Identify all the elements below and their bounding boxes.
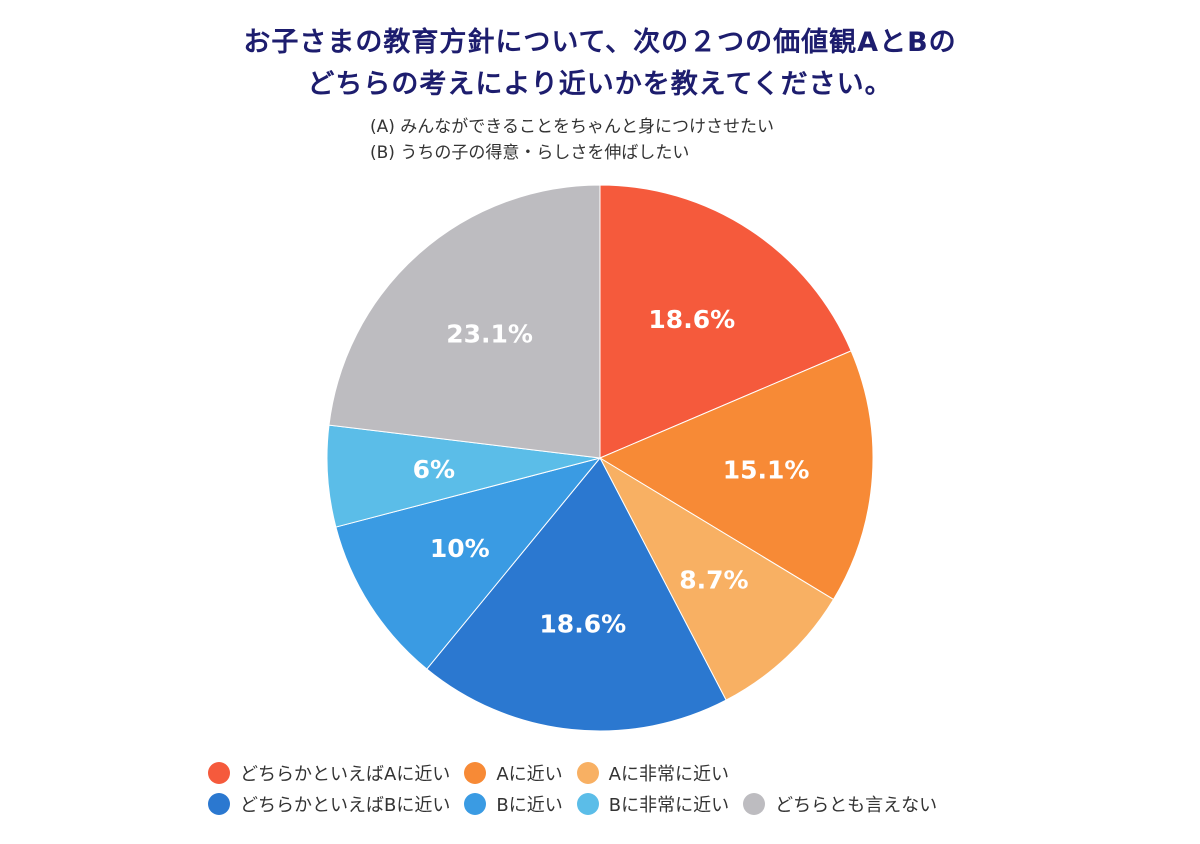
legend-swatch xyxy=(208,793,230,815)
pie-slice xyxy=(598,456,835,701)
data-label: 6% xyxy=(413,455,455,484)
data-label: 10% xyxy=(430,534,490,563)
legend-item: どちらとも言えない xyxy=(743,791,937,817)
legend-item: どちらかといえばBに近い xyxy=(208,791,450,817)
pie-slice xyxy=(598,350,874,601)
legend-swatch xyxy=(576,793,599,815)
pie-slice xyxy=(335,457,602,670)
legend-swatch xyxy=(743,793,766,815)
subtitle-b: (B) うちの子の得意・らしさを伸ばしたい xyxy=(370,143,690,163)
legend-label: Aに非常に近い xyxy=(608,764,729,785)
legend-swatch xyxy=(208,762,230,784)
data-label: 23.1% xyxy=(446,319,533,348)
legend-label: どちらかといえばBに近い xyxy=(240,795,451,816)
legend-item: Aに非常に近い xyxy=(576,760,729,786)
chart-title-line-2: どちらの考えにより近いかを教えてください。 xyxy=(307,69,893,100)
subtitle-a: (A) みんなができることをちゃんと身につけさせたい xyxy=(370,117,774,137)
pie-slice xyxy=(426,457,727,732)
legend-label: Aに近い xyxy=(496,764,563,785)
data-label: 15.1% xyxy=(723,456,810,485)
data-label: 8.7% xyxy=(679,565,748,594)
legend-item: Bに近い xyxy=(464,791,563,817)
legend-label: どちらかといえばAに近い xyxy=(240,764,451,785)
legend-label: どちらとも言えない xyxy=(775,795,938,816)
legend-row-b: どちらかといえばBに近い Bに近い Bに非常に近い どちらとも言えない xyxy=(208,791,951,817)
legend-label: Bに近い xyxy=(496,795,563,816)
legend-item: Bに非常に近い xyxy=(576,791,730,817)
legend-item: どちらかといえばAに近い xyxy=(208,760,450,786)
legend-item: Aに近い xyxy=(464,760,563,786)
pie-slice xyxy=(599,184,852,459)
data-label: 18.6% xyxy=(648,305,735,334)
legend-row-a: どちらかといえばAに近い Aに近い Aに非常に近い xyxy=(208,760,743,786)
legend-swatch xyxy=(464,793,487,815)
pie-slice xyxy=(328,184,601,459)
legend-swatch xyxy=(576,762,599,784)
chart-title-line-1: お子さまの教育方針について、次の２つの価値観AとBの xyxy=(243,27,957,58)
data-label: 18.6% xyxy=(539,610,626,639)
legend-swatch xyxy=(464,762,487,784)
legend-label: Bに非常に近い xyxy=(608,795,730,816)
